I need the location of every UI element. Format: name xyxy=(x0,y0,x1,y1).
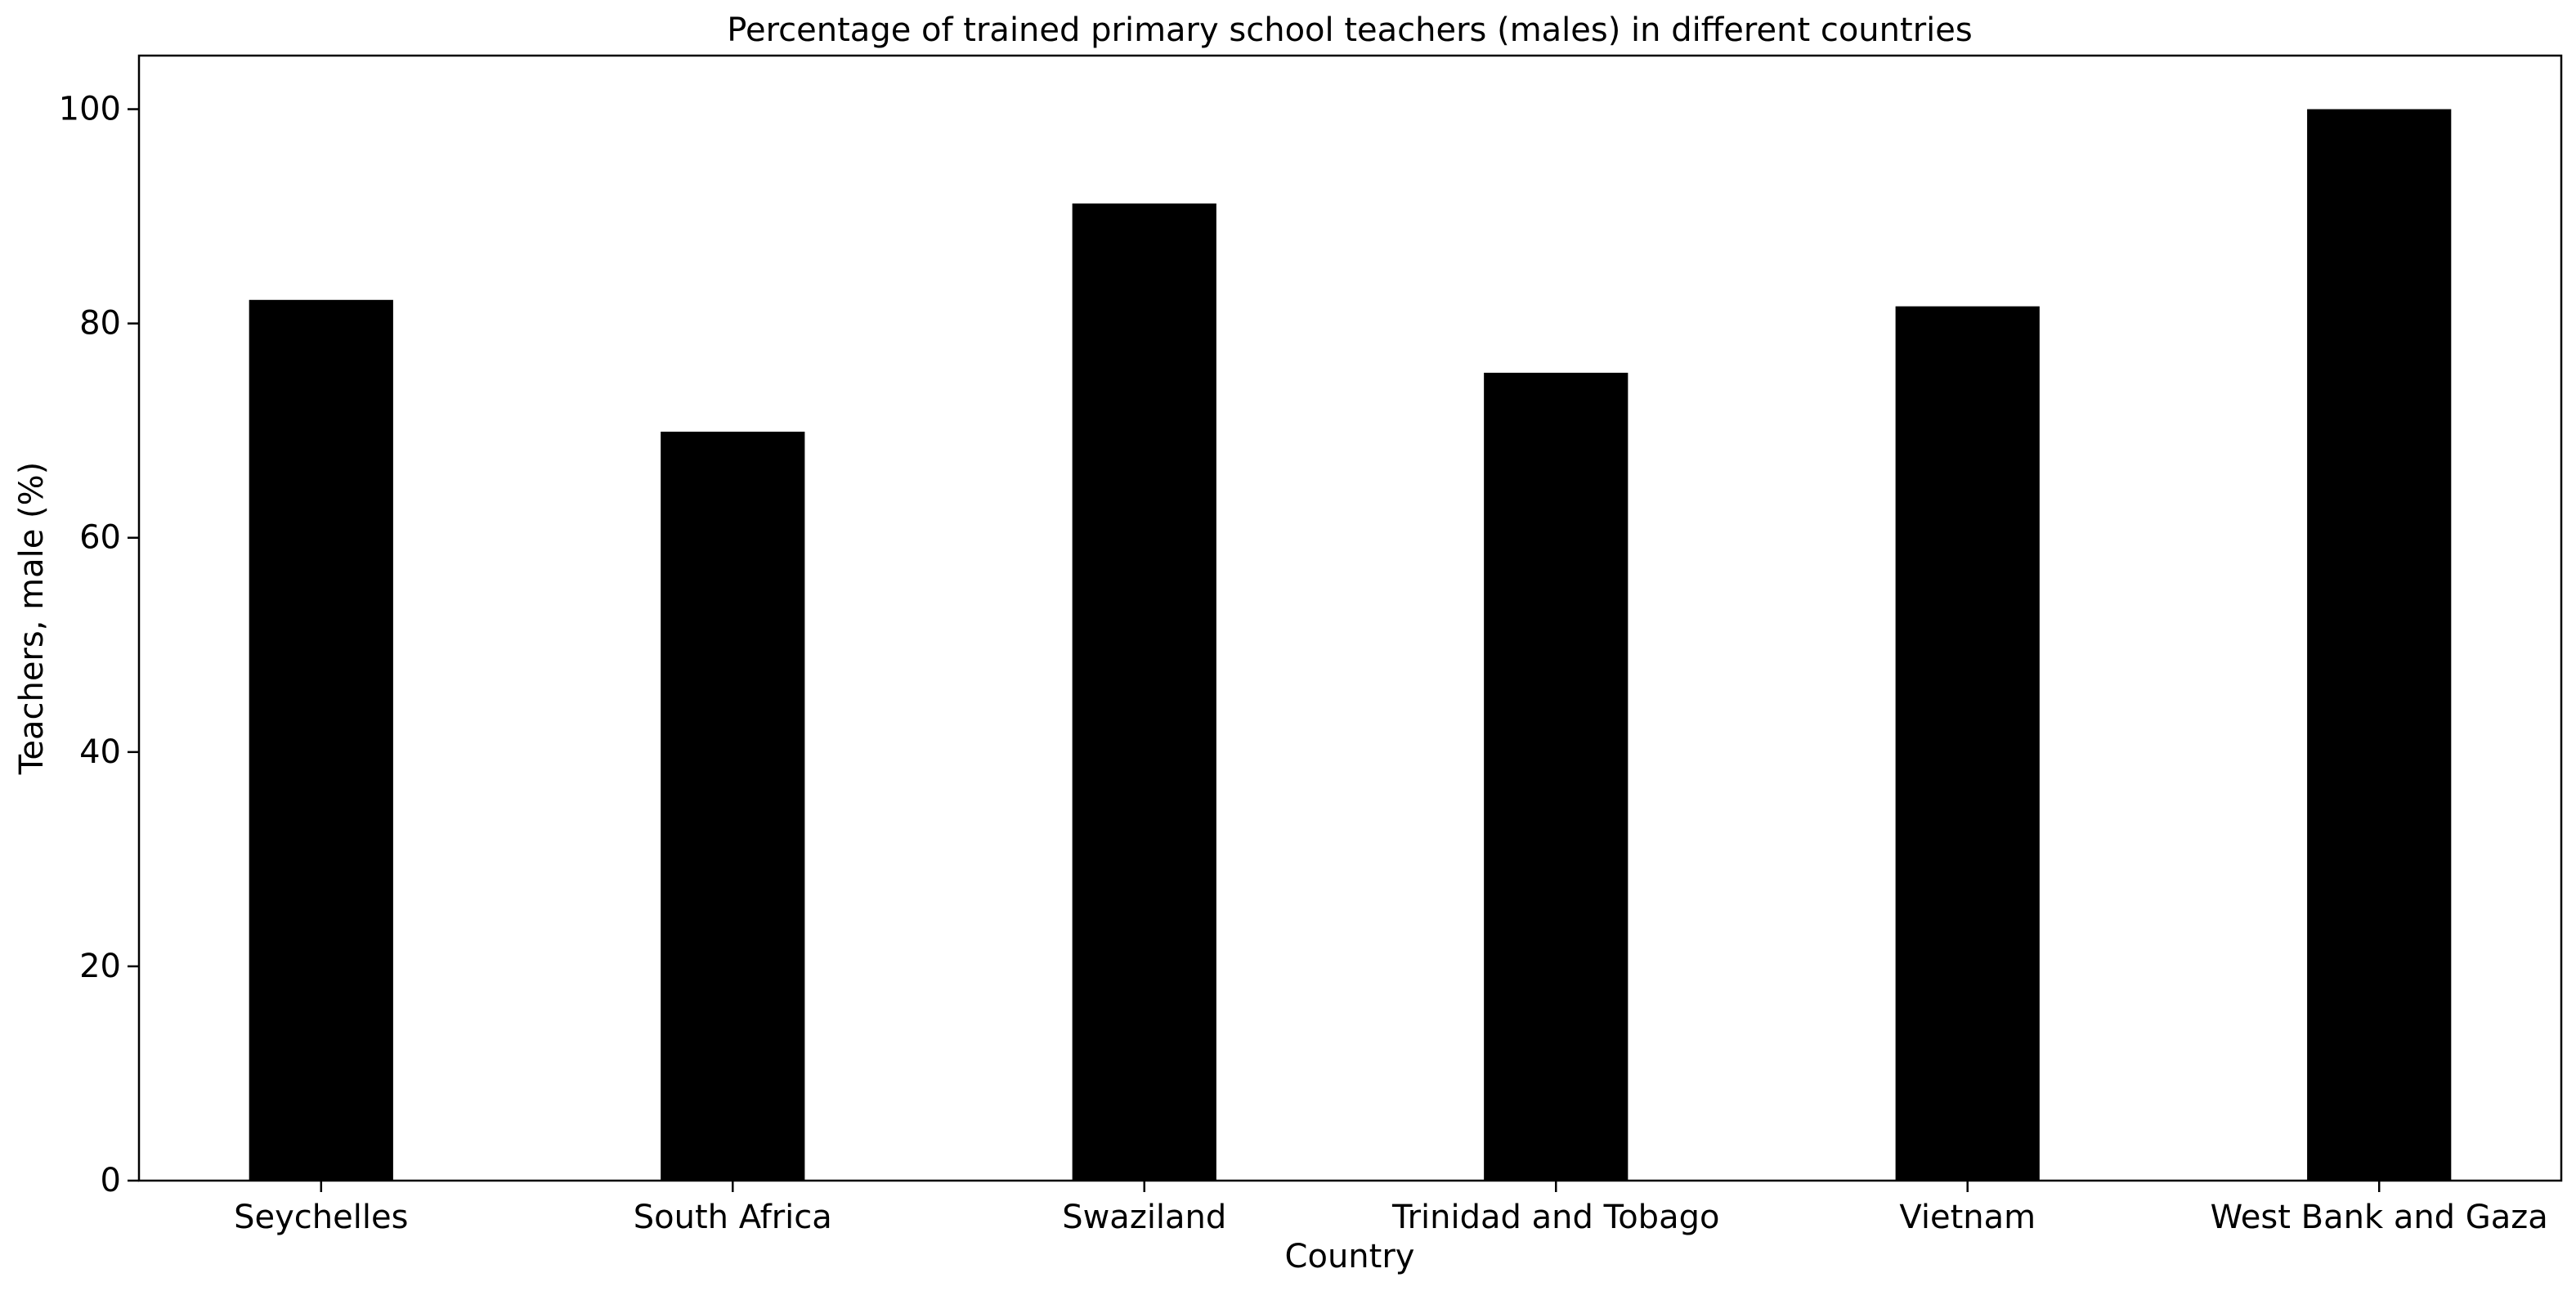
x-tick-label: Swaziland xyxy=(1062,1199,1226,1236)
x-tick-label: South Africa xyxy=(634,1199,832,1236)
y-tick-label: 80 xyxy=(79,305,121,343)
y-tick-label: 0 xyxy=(101,1162,121,1199)
bar-south-africa xyxy=(661,431,805,1181)
plot-area-frame xyxy=(137,54,2563,1182)
bar-seychelles xyxy=(249,299,393,1181)
y-tick-label: 100 xyxy=(59,91,121,128)
x-axis-label: Country xyxy=(1285,1238,1415,1275)
chart-title: Percentage of trained primary school tea… xyxy=(727,11,1972,49)
x-tick-label: Vietnam xyxy=(1899,1199,2036,1236)
x-tick-label: West Bank and Gaza xyxy=(2211,1199,2548,1236)
y-tick-label: 60 xyxy=(79,519,121,557)
x-axis-ticks: Seychelles South Africa Swaziland Trinidad … xyxy=(234,1181,2548,1236)
bar-trinidad-and-tobago xyxy=(1484,372,1628,1181)
y-axis-label: Teachers, male (%) xyxy=(13,462,51,776)
bars-group xyxy=(249,109,2452,1181)
y-tick-label: 20 xyxy=(79,948,121,985)
bar-swaziland xyxy=(1072,203,1216,1181)
x-tick-label: Seychelles xyxy=(234,1199,408,1236)
y-tick-label: 40 xyxy=(79,733,121,771)
y-axis-ticks: 0 20 40 60 80 100 xyxy=(59,91,139,1199)
bar-west-bank-and-gaza xyxy=(2307,109,2452,1181)
x-tick-label: Trinidad and Tobago xyxy=(1391,1199,1719,1236)
bar-vietnam xyxy=(1895,306,2040,1181)
